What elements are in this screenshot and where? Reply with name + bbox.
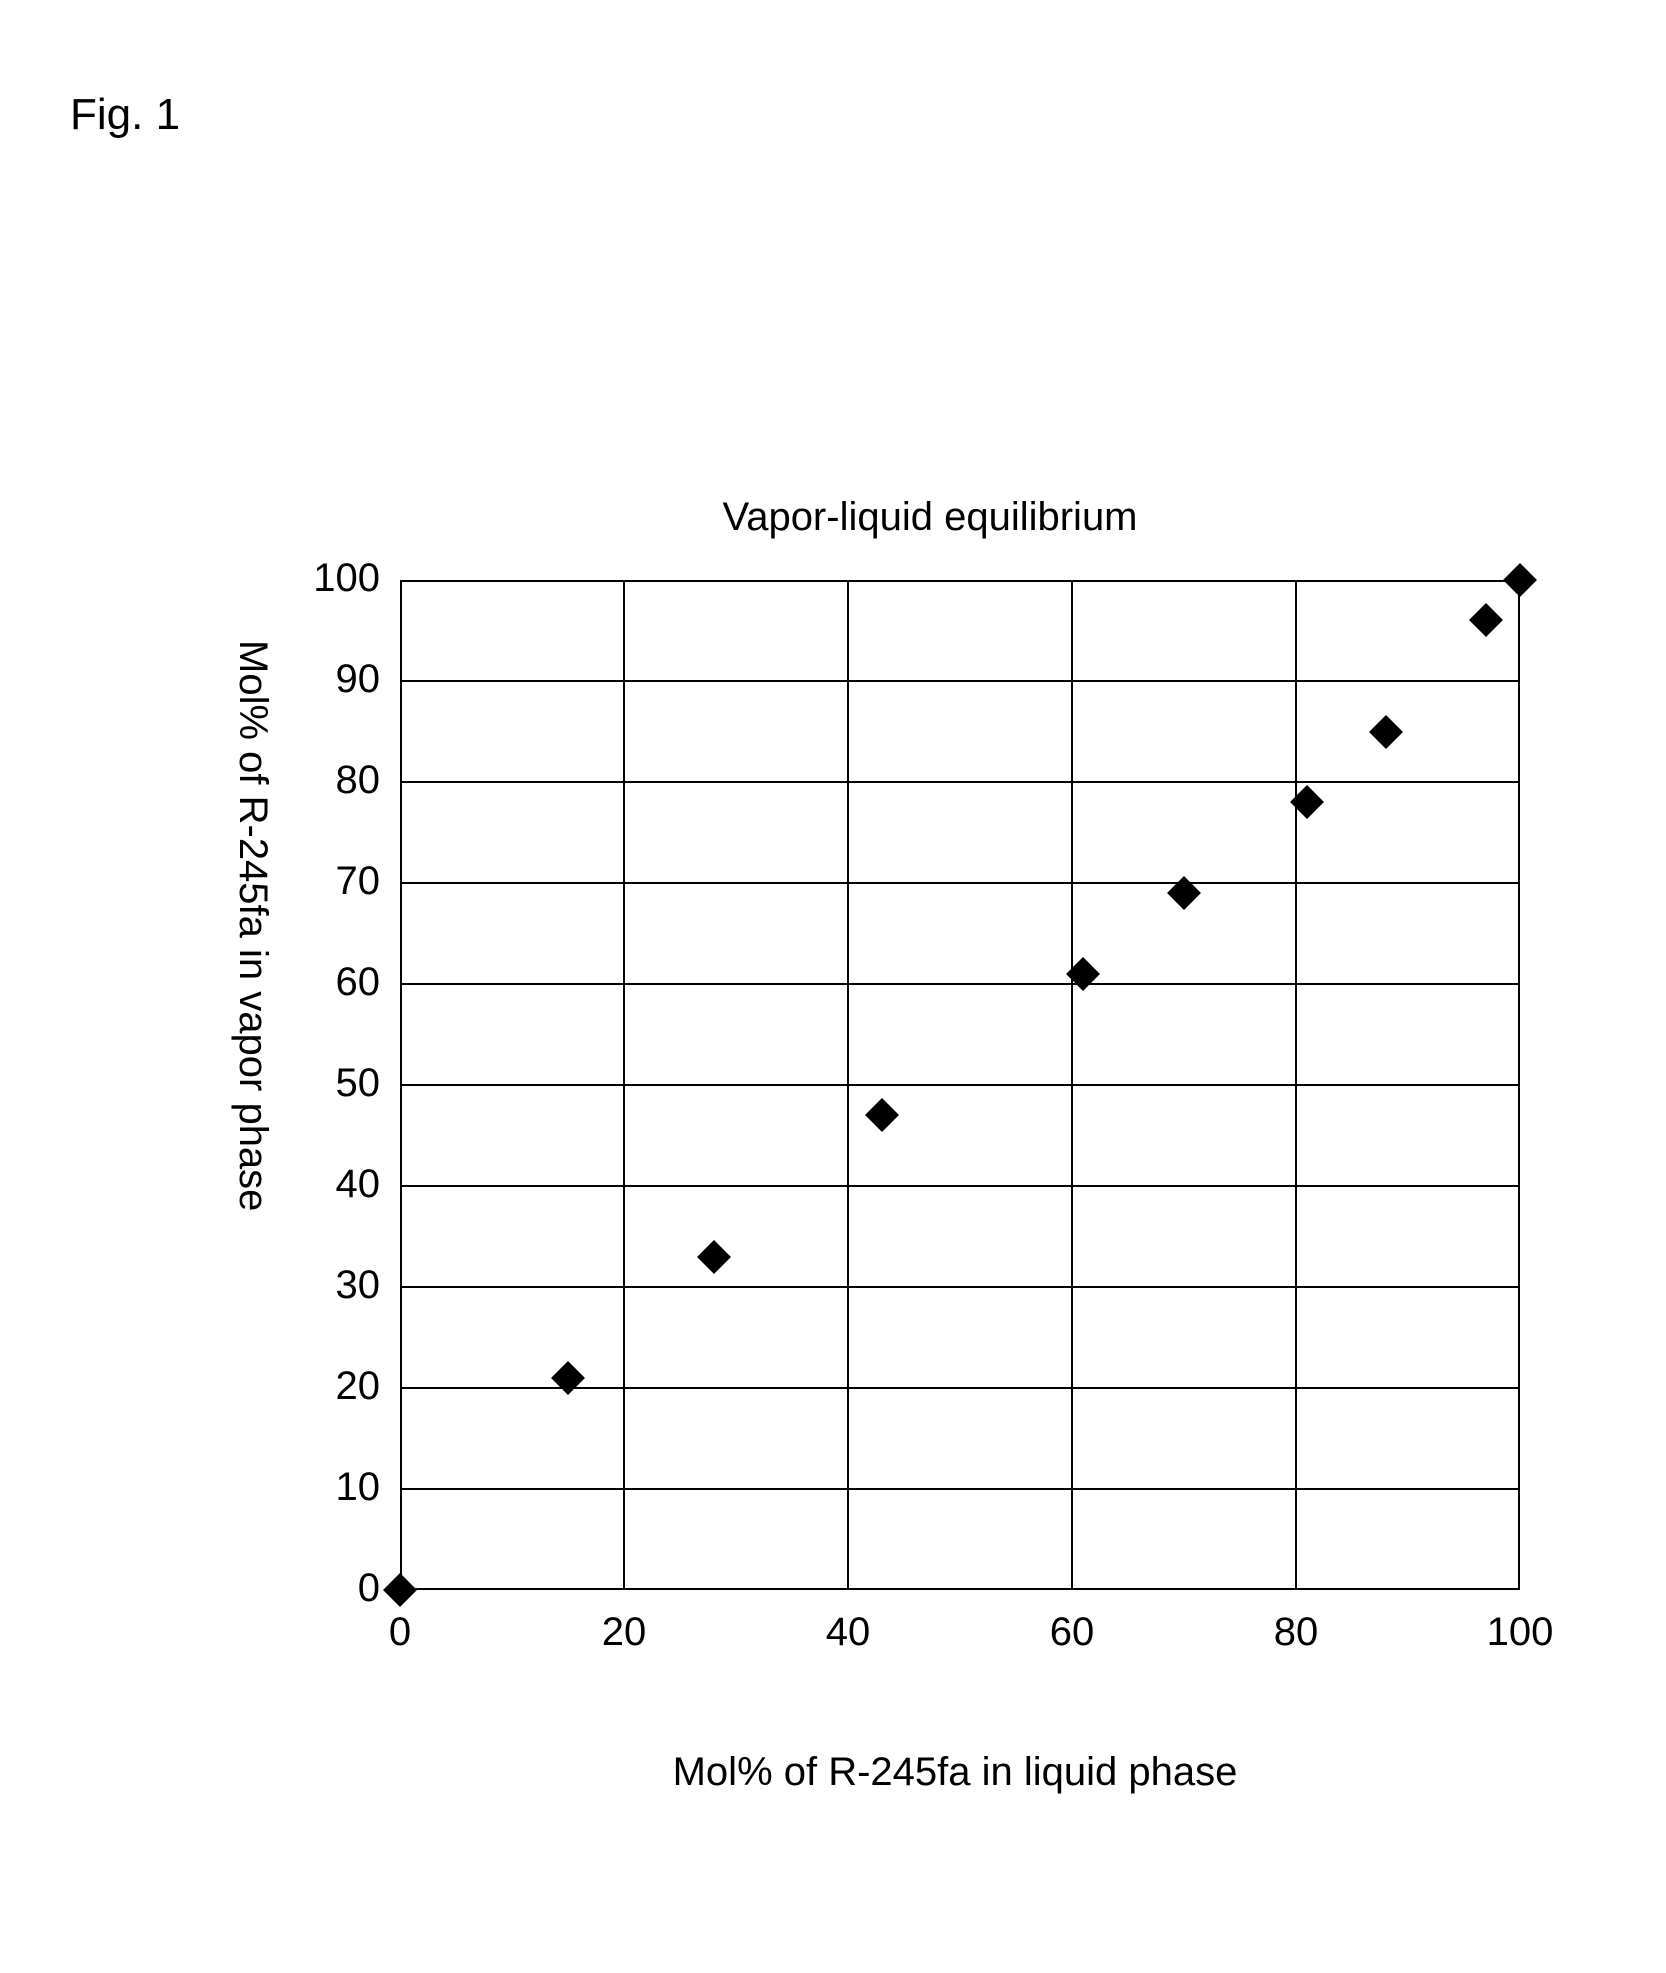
y-tick-label: 80: [290, 758, 380, 803]
x-axis-label: Mol% of R-245fa in liquid phase: [555, 1750, 1355, 1795]
y-tick-label: 40: [290, 1162, 380, 1207]
data-point: [1369, 715, 1403, 749]
y-axis-label: Mol% of R-245fa in vapor phase: [230, 640, 275, 1211]
x-tick-label: 40: [798, 1610, 898, 1655]
y-tick-label: 70: [290, 859, 380, 904]
data-point: [865, 1098, 899, 1132]
data-point: [697, 1240, 731, 1274]
y-tick-label: 50: [290, 1061, 380, 1106]
y-tick-label: 30: [290, 1263, 380, 1308]
y-tick-label: 20: [290, 1364, 380, 1409]
y-tick-label: 90: [290, 657, 380, 702]
gridline-vertical: [623, 580, 625, 1590]
y-tick-label: 100: [290, 556, 380, 601]
x-tick-label: 80: [1246, 1610, 1346, 1655]
y-tick-label: 60: [290, 960, 380, 1005]
gridline-vertical: [1071, 580, 1073, 1590]
y-tick-label: 10: [290, 1465, 380, 1510]
gridline-horizontal: [400, 983, 1520, 985]
data-point: [551, 1361, 585, 1395]
gridline-horizontal: [400, 781, 1520, 783]
data-point: [1469, 603, 1503, 637]
gridline-horizontal: [400, 680, 1520, 682]
chart-title: Vapor-liquid equilibrium: [630, 495, 1230, 540]
gridline-horizontal: [400, 882, 1520, 884]
gridline-horizontal: [400, 1084, 1520, 1086]
data-point: [1503, 563, 1537, 597]
plot-area: [400, 580, 1520, 1590]
data-point: [383, 1573, 417, 1607]
x-tick-label: 100: [1470, 1610, 1570, 1655]
y-tick-label: 0: [290, 1566, 380, 1611]
gridline-vertical: [847, 580, 849, 1590]
gridline-horizontal: [400, 1185, 1520, 1187]
gridline-horizontal: [400, 1488, 1520, 1490]
gridline-horizontal: [400, 1286, 1520, 1288]
x-tick-label: 0: [350, 1610, 450, 1655]
figure-label: Fig. 1: [70, 90, 180, 140]
x-tick-label: 60: [1022, 1610, 1122, 1655]
x-tick-label: 20: [574, 1610, 674, 1655]
gridline-vertical: [1295, 580, 1297, 1590]
page: Fig. 1 Vapor-liquid equilibrium Mol% of …: [0, 0, 1666, 1973]
